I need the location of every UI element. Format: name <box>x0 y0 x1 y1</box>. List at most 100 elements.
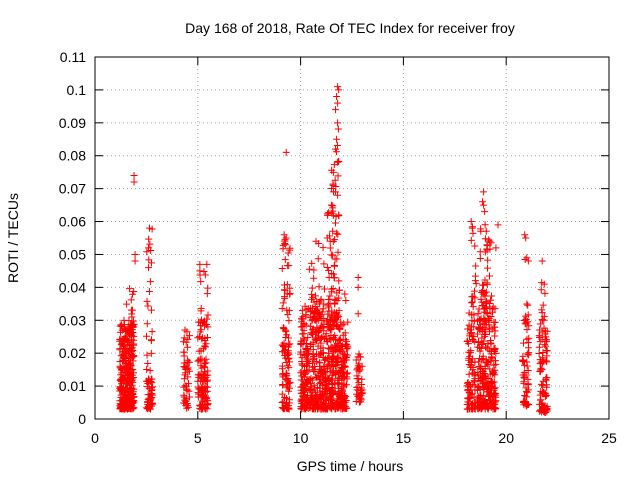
data-point <box>322 335 330 343</box>
data-point <box>330 261 338 269</box>
data-point <box>333 339 341 347</box>
data-point <box>195 356 203 364</box>
grid-lines <box>95 57 609 419</box>
data-point <box>297 318 305 326</box>
data-point <box>301 302 309 310</box>
data-point <box>301 405 309 413</box>
data-point <box>147 259 155 267</box>
data-point <box>319 344 327 352</box>
data-point <box>470 333 478 341</box>
data-point <box>476 254 484 262</box>
data-point <box>180 348 188 356</box>
data-point <box>476 347 484 355</box>
data-point <box>319 382 327 390</box>
data-point <box>520 378 528 386</box>
data-point <box>332 106 340 114</box>
data-point <box>331 176 339 184</box>
data-point <box>119 336 127 344</box>
data-point <box>129 352 137 360</box>
data-point <box>147 401 155 409</box>
data-point <box>537 364 545 372</box>
data-point <box>338 361 346 369</box>
data-point <box>476 323 484 331</box>
data-point <box>342 354 350 362</box>
data-point <box>123 300 131 308</box>
data-point <box>181 363 189 371</box>
data-point <box>318 324 326 332</box>
data-point <box>520 339 528 347</box>
data-point <box>494 221 502 229</box>
data-point <box>481 235 489 243</box>
data-point <box>333 135 341 143</box>
y-tick-label: 0 <box>78 411 86 427</box>
data-point <box>464 379 472 387</box>
data-point <box>472 280 480 288</box>
data-point <box>523 362 531 370</box>
data-point <box>484 256 492 264</box>
data-point <box>485 317 493 325</box>
data-point <box>317 339 325 347</box>
data-point <box>117 386 125 394</box>
data-point <box>524 257 532 265</box>
data-point <box>325 386 333 394</box>
data-point <box>334 384 342 392</box>
data-point <box>543 374 551 382</box>
data-point <box>204 400 212 408</box>
data-point <box>481 221 489 229</box>
data-point <box>353 375 361 383</box>
data-point <box>143 365 151 373</box>
data-point <box>330 322 338 330</box>
data-point <box>489 393 497 401</box>
data-point <box>122 392 130 400</box>
data-point <box>311 404 319 412</box>
data-point <box>144 264 152 272</box>
data-point <box>343 345 351 353</box>
data-point <box>344 318 352 326</box>
data-point <box>195 347 203 355</box>
data-point <box>481 362 489 370</box>
data-point <box>479 355 487 363</box>
data-point <box>116 337 124 345</box>
data-point <box>127 375 135 383</box>
data-point <box>318 349 326 357</box>
data-point <box>302 366 310 374</box>
data-point <box>144 302 152 310</box>
data-point <box>315 283 323 291</box>
data-point <box>328 357 336 365</box>
data-point <box>482 299 490 307</box>
data-point <box>538 328 546 336</box>
data-point <box>184 403 192 411</box>
data-point <box>336 335 344 343</box>
y-tick-label: 0.02 <box>59 345 86 361</box>
data-point <box>469 303 477 311</box>
data-point <box>334 83 342 91</box>
data-point <box>490 345 498 353</box>
chart-title: Day 168 of 2018, Rate Of TEC Index for r… <box>185 20 515 36</box>
data-point <box>535 400 543 408</box>
data-point <box>465 370 473 378</box>
data-point <box>354 310 362 318</box>
data-point <box>311 336 319 344</box>
data-point <box>186 367 194 375</box>
data-point <box>480 188 488 196</box>
data-point <box>470 311 478 319</box>
data-point <box>467 236 475 244</box>
data-point <box>180 334 188 342</box>
data-point <box>180 383 188 391</box>
data-point <box>195 333 203 341</box>
data-point <box>314 309 322 317</box>
data-point <box>297 397 305 405</box>
data-point <box>465 321 473 329</box>
data-point <box>120 316 128 324</box>
data-point <box>540 280 548 288</box>
data-point <box>334 158 342 166</box>
data-point <box>335 286 343 294</box>
data-point <box>334 99 342 107</box>
data-point <box>280 339 288 347</box>
data-point <box>520 373 528 381</box>
data-point <box>490 391 498 399</box>
data-point <box>308 316 316 324</box>
y-tick-label: 0.08 <box>59 148 86 164</box>
data-point <box>203 394 211 402</box>
data-point <box>123 360 131 368</box>
